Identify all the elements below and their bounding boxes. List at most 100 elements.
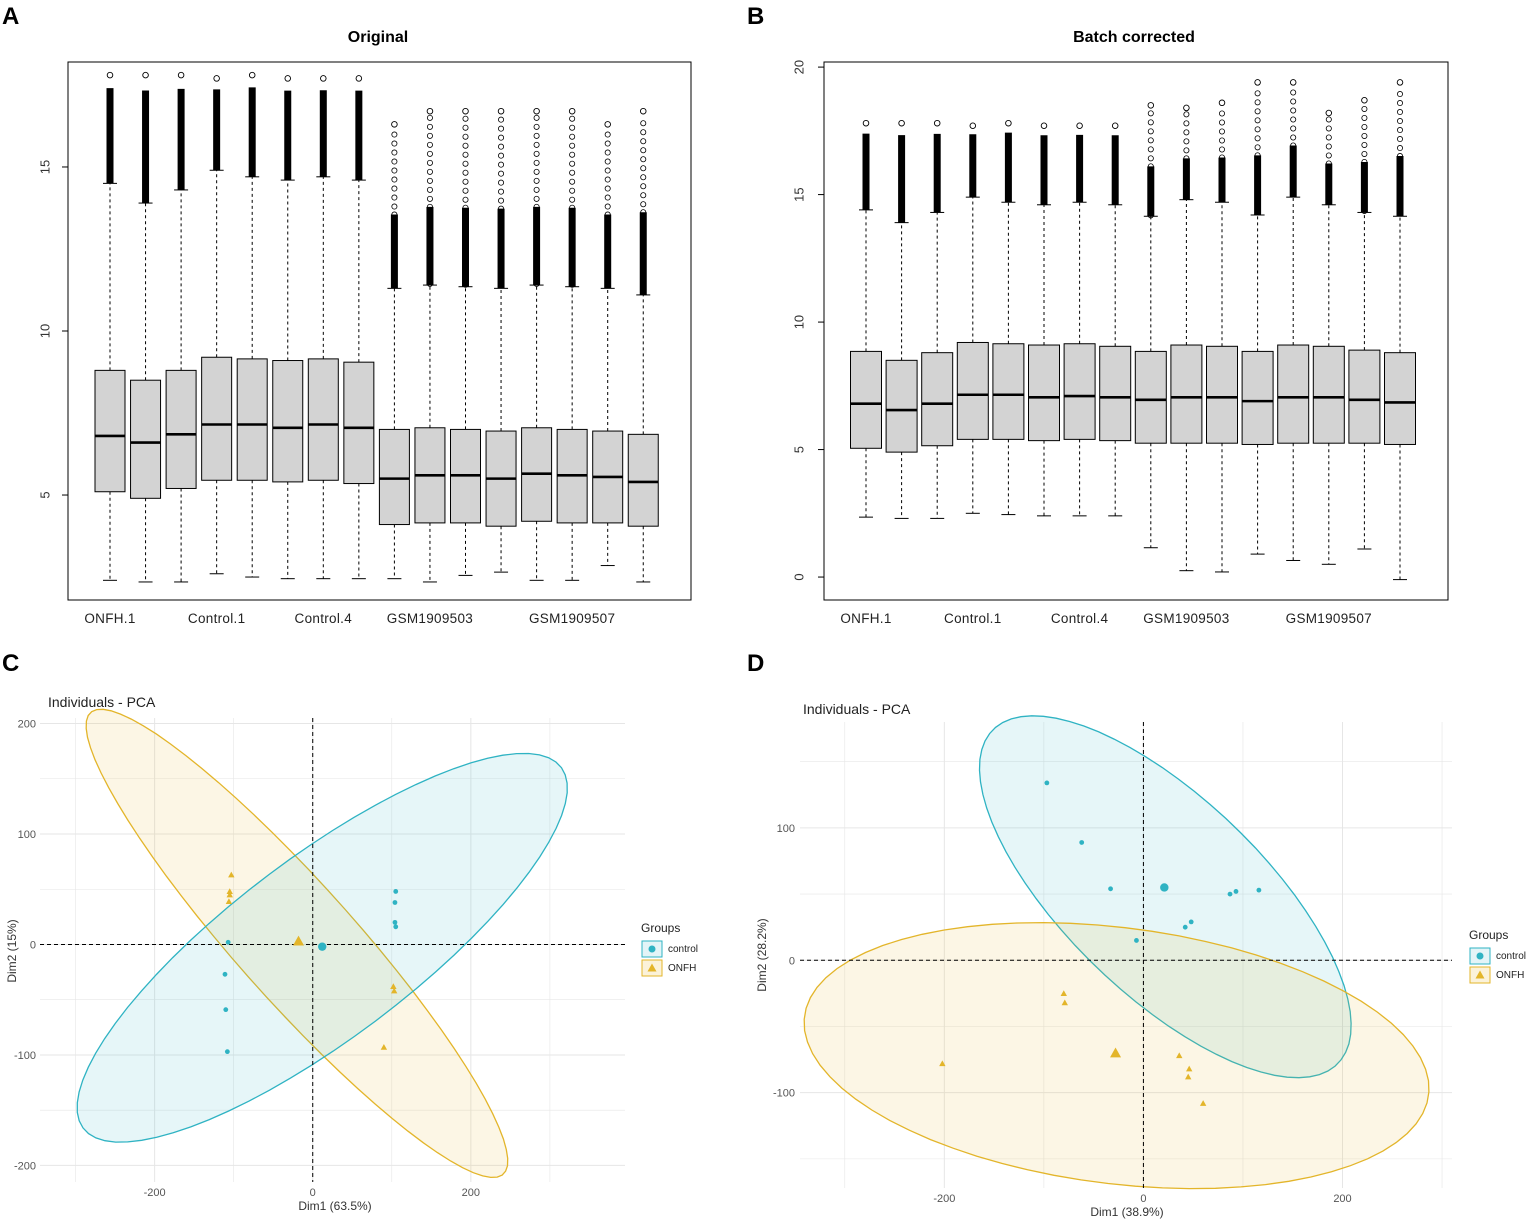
box-14	[1312, 109, 1345, 565]
x-tick-label: ONFH.1	[84, 611, 135, 626]
outlier-point	[1290, 116, 1297, 123]
y-tick-label: 100	[777, 823, 795, 835]
outlier-point	[391, 131, 398, 138]
box-15	[592, 121, 624, 567]
outlier-point	[1219, 137, 1226, 144]
outlier-point	[533, 114, 540, 121]
outlier-point	[1254, 108, 1261, 115]
outlier-point	[1361, 165, 1368, 172]
box-iqr	[130, 379, 162, 499]
outlier-point	[391, 194, 398, 201]
y-tick-label: 5	[791, 446, 806, 453]
outlier-point	[1289, 79, 1297, 86]
outlier-point	[498, 205, 505, 212]
outlier-point	[604, 121, 611, 128]
plot-frame	[823, 61, 1449, 601]
outlier-point	[1290, 163, 1297, 170]
box-3	[165, 71, 197, 583]
outlier-point	[498, 179, 505, 186]
outlier-point	[1147, 102, 1155, 109]
confidence-ellipses	[803, 715, 1430, 1190]
box-14	[556, 107, 588, 581]
outlier-point	[391, 232, 398, 239]
box-8	[1099, 122, 1132, 517]
outlier-point	[640, 258, 647, 265]
outlier-point	[1361, 114, 1368, 121]
outlier-point	[391, 211, 398, 218]
legend-label-onfh: ONFH	[668, 963, 696, 974]
box-iqr	[201, 356, 233, 481]
outlier-point	[604, 203, 611, 210]
x-tick-label: Control.1	[944, 611, 1001, 626]
point-control	[223, 1007, 229, 1013]
outlier-point	[640, 244, 647, 251]
outlier-point	[533, 141, 540, 148]
outlier-point	[1290, 134, 1297, 141]
point-control	[1182, 924, 1188, 930]
outlier-point	[498, 282, 505, 289]
outlier-point	[1397, 195, 1404, 202]
outlier-point	[1325, 181, 1332, 188]
point-onfh	[1185, 1073, 1192, 1080]
outlier-point	[498, 143, 505, 150]
outlier-point	[1219, 175, 1226, 182]
box-16	[627, 107, 659, 583]
x-tick-label: 0	[310, 1187, 316, 1199]
box-7	[1063, 122, 1096, 517]
outlier-point	[1183, 120, 1190, 127]
outlier-point	[640, 286, 647, 293]
y-tick-label: -200	[14, 1160, 36, 1172]
outlier-point	[1254, 144, 1261, 151]
outlier-point	[604, 246, 611, 253]
outlier-point	[498, 240, 505, 247]
outlier-point	[640, 107, 647, 115]
outlier-point	[1361, 96, 1368, 104]
outlier-point	[1005, 119, 1012, 127]
point-control	[225, 939, 231, 945]
outlier-point	[1290, 177, 1297, 184]
outlier-point	[1147, 170, 1154, 177]
outlier-point	[533, 238, 540, 245]
outlier-point	[569, 274, 576, 281]
point-control	[393, 889, 399, 894]
outlier-point	[1397, 174, 1404, 181]
point-control	[224, 1049, 230, 1055]
outlier-point	[498, 161, 505, 168]
outlier-point	[604, 253, 611, 260]
outlier-point	[177, 71, 185, 79]
outlier-point	[1147, 205, 1154, 212]
outlier-point	[1147, 110, 1154, 117]
outlier-point	[142, 71, 149, 79]
outlier-point	[498, 116, 505, 123]
point-onfh	[226, 891, 233, 898]
legend-marker-onfh	[647, 963, 657, 972]
outlier-point	[248, 71, 256, 79]
outlier-point	[568, 107, 576, 115]
outlier-point	[426, 150, 433, 157]
box-iqr	[921, 352, 954, 447]
box-iqr	[1063, 343, 1096, 440]
outlier-point	[426, 168, 433, 175]
outlier-point	[426, 210, 433, 217]
y-tick-label: 0	[30, 939, 36, 951]
point-control	[1227, 891, 1233, 897]
outlier-point	[426, 195, 433, 202]
outlier-point	[1361, 141, 1368, 148]
outlier-point	[569, 133, 576, 140]
outlier-point	[1219, 161, 1226, 168]
box-7	[307, 75, 339, 580]
box-13	[521, 107, 553, 581]
box-iqr	[307, 358, 339, 481]
outlier-point	[533, 132, 540, 139]
x-tick-label: -200	[933, 1193, 955, 1205]
x-axis-title: Dim1 (38.9%)	[1090, 1205, 1163, 1219]
outlier-point	[498, 275, 505, 282]
y-tick-label: 20	[791, 60, 806, 74]
box-6	[1028, 122, 1060, 517]
outlier-point	[1325, 152, 1332, 159]
outlier-point	[498, 134, 505, 141]
y-tick-label: 10	[37, 324, 52, 338]
point-control	[222, 971, 228, 977]
pca-plot-original: Individuals - PCA -200 0 200 -200 -100 0 100 20…	[5, 694, 698, 1213]
